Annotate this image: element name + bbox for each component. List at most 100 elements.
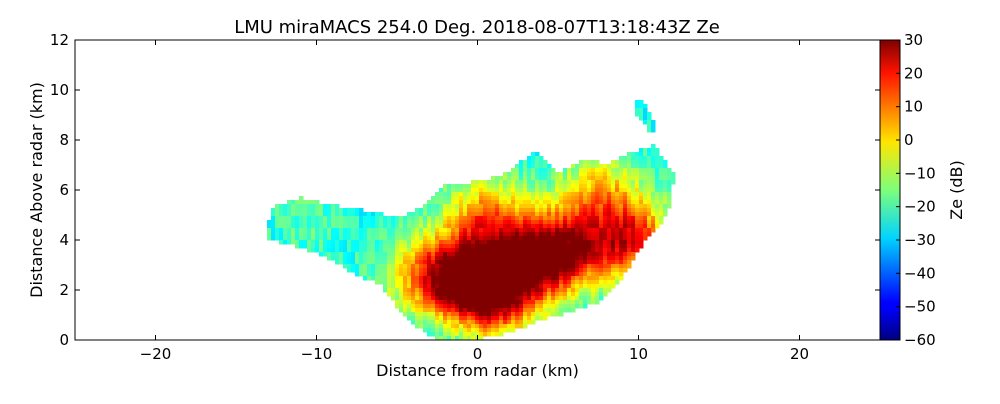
echo-cell: [475, 232, 480, 237]
echo-cell: [527, 304, 532, 309]
echo-cell: [471, 248, 476, 253]
echo-cell: [519, 300, 524, 305]
echo-cell: [555, 280, 560, 285]
echo-cell: [455, 244, 460, 249]
echo-cell: [519, 232, 524, 237]
echo-cell: [403, 244, 408, 249]
echo-cell: [583, 164, 588, 169]
echo-cell: [567, 280, 572, 285]
echo-cell: [623, 248, 628, 253]
echo-cell: [447, 192, 452, 197]
echo-cell: [611, 272, 616, 277]
echo-cell: [635, 232, 640, 237]
echo-cell: [483, 200, 488, 205]
echo-cell: [287, 232, 292, 237]
echo-cell: [527, 216, 532, 221]
echo-cell: [363, 212, 368, 217]
echo-cell: [531, 184, 536, 189]
echo-cell: [575, 236, 580, 241]
echo-cell: [571, 240, 576, 245]
echo-cell: [363, 232, 368, 237]
echo-cell: [571, 272, 576, 277]
echo-cell: [491, 308, 496, 313]
echo-cell: [447, 272, 452, 277]
echo-cell: [371, 236, 376, 241]
echo-cell: [639, 108, 644, 113]
echo-cell: [555, 176, 560, 181]
echo-cell: [307, 240, 312, 245]
echo-cell: [439, 196, 444, 201]
echo-cell: [531, 272, 536, 277]
echo-cell: [351, 244, 356, 249]
echo-cell: [667, 180, 672, 185]
echo-cell: [267, 236, 272, 241]
echo-cell: [563, 192, 568, 197]
echo-cell: [531, 168, 536, 173]
echo-cell: [303, 204, 308, 209]
echo-cell: [483, 260, 488, 265]
echo-cell: [519, 184, 524, 189]
echo-cell: [559, 204, 564, 209]
echo-cell: [451, 192, 456, 197]
echo-cell: [463, 288, 468, 293]
echo-cell: [603, 268, 608, 273]
echo-cell: [363, 244, 368, 249]
echo-cell: [507, 260, 512, 265]
echo-cell: [415, 292, 420, 297]
echo-cell: [563, 188, 568, 193]
echo-cell: [535, 172, 540, 177]
echo-cell: [499, 192, 504, 197]
echo-cell: [535, 188, 540, 193]
echo-cell: [367, 240, 372, 245]
echo-cell: [423, 284, 428, 289]
echo-cell: [323, 244, 328, 249]
echo-cell: [411, 248, 416, 253]
echo-cell: [491, 276, 496, 281]
echo-cell: [591, 204, 596, 209]
echo-cell: [555, 216, 560, 221]
echo-cell: [483, 196, 488, 201]
echo-cell: [591, 272, 596, 277]
echo-cell: [563, 196, 568, 201]
echo-cell: [539, 296, 544, 301]
echo-cell: [403, 260, 408, 265]
echo-cell: [335, 240, 340, 245]
echo-cell: [459, 200, 464, 205]
echo-cell: [535, 204, 540, 209]
echo-cell: [439, 224, 444, 229]
echo-cell: [563, 280, 568, 285]
echo-cell: [295, 212, 300, 217]
echo-cell: [387, 252, 392, 257]
echo-cell: [471, 192, 476, 197]
echo-cell: [523, 276, 528, 281]
echo-cell: [539, 180, 544, 185]
echo-cell: [355, 212, 360, 217]
echo-cell: [627, 204, 632, 209]
echo-cell: [507, 176, 512, 181]
echo-cell: [475, 208, 480, 213]
echo-cell: [515, 292, 520, 297]
echo-cell: [427, 204, 432, 209]
echo-cell: [395, 288, 400, 293]
echo-cell: [623, 256, 628, 261]
echo-cell: [447, 248, 452, 253]
echo-cell: [555, 268, 560, 273]
echo-cell: [487, 296, 492, 301]
echo-cell: [607, 236, 612, 241]
echo-cell: [503, 252, 508, 257]
echo-cell: [587, 184, 592, 189]
echo-cell: [395, 296, 400, 301]
echo-cell: [387, 228, 392, 233]
echo-cell: [483, 204, 488, 209]
echo-cell: [639, 180, 644, 185]
echo-cell: [523, 232, 528, 237]
echo-cell: [539, 260, 544, 265]
echo-cell: [519, 236, 524, 241]
echo-cell: [615, 260, 620, 265]
echo-cell: [535, 272, 540, 277]
echo-cell: [623, 244, 628, 249]
echo-cell: [435, 192, 440, 197]
echo-cell: [439, 228, 444, 233]
echo-cell: [575, 180, 580, 185]
echo-cell: [339, 252, 344, 257]
